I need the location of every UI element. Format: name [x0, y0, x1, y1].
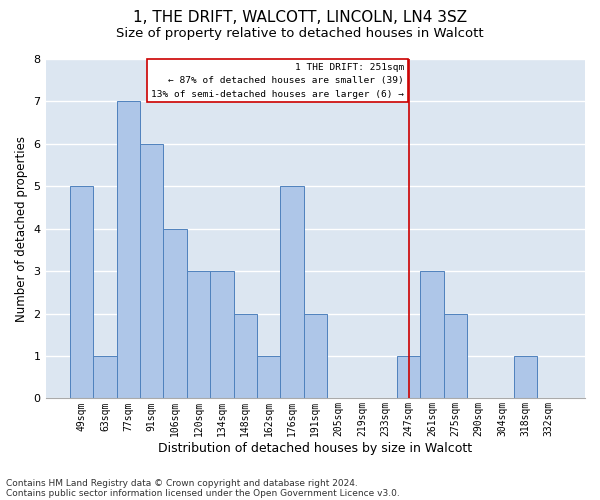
Bar	[187, 271, 210, 398]
Bar	[140, 144, 163, 399]
Bar	[94, 356, 117, 399]
Y-axis label: Number of detached properties: Number of detached properties	[15, 136, 28, 322]
Bar	[304, 314, 327, 398]
Text: Contains HM Land Registry data © Crown copyright and database right 2024.: Contains HM Land Registry data © Crown c…	[6, 478, 358, 488]
Bar	[233, 314, 257, 398]
Bar	[163, 228, 187, 398]
Bar	[514, 356, 537, 399]
Bar	[117, 102, 140, 399]
Bar	[397, 356, 421, 399]
Text: 1, THE DRIFT, WALCOTT, LINCOLN, LN4 3SZ: 1, THE DRIFT, WALCOTT, LINCOLN, LN4 3SZ	[133, 10, 467, 25]
Bar	[257, 356, 280, 399]
Bar	[70, 186, 94, 398]
Text: Contains public sector information licensed under the Open Government Licence v3: Contains public sector information licen…	[6, 488, 400, 498]
Bar	[210, 271, 233, 398]
X-axis label: Distribution of detached houses by size in Walcott: Distribution of detached houses by size …	[158, 442, 472, 455]
Bar	[280, 186, 304, 398]
Text: Size of property relative to detached houses in Walcott: Size of property relative to detached ho…	[116, 28, 484, 40]
Bar	[421, 271, 444, 398]
Text: 1 THE DRIFT: 251sqm
← 87% of detached houses are smaller (39)
13% of semi-detach: 1 THE DRIFT: 251sqm ← 87% of detached ho…	[151, 63, 404, 98]
Bar	[444, 314, 467, 398]
